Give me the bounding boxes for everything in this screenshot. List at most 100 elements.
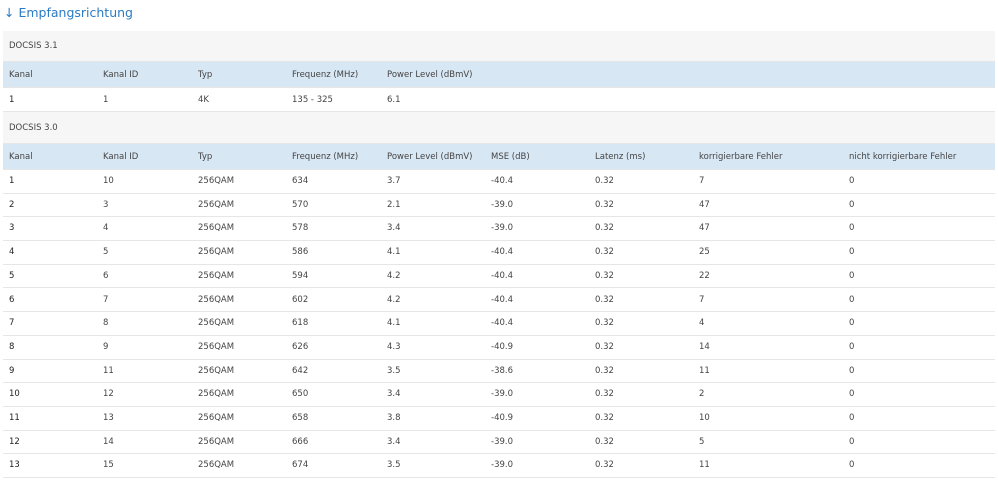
section-header: DOCSIS 3.0 bbox=[3, 112, 995, 144]
table-cell: 47 bbox=[699, 199, 710, 210]
table-row: 3 4 256QAM 578 3.4 -39.0 0.32 47 0 bbox=[3, 217, 995, 242]
table-row: 11 13 256QAM 658 3.8 -40.9 0.32 10 0 bbox=[3, 407, 995, 431]
table-cell: 256QAM bbox=[198, 436, 235, 447]
table-cell: 0 bbox=[849, 270, 855, 281]
table-cell: 0 bbox=[849, 318, 855, 329]
table-cell: 3.7 bbox=[387, 176, 401, 186]
table-row: 2 3 256QAM 570 2.1 -39.0 0.32 47 0 bbox=[3, 194, 995, 218]
table-cell: 256QAM bbox=[198, 247, 235, 258]
table-cell: 578 bbox=[292, 223, 309, 234]
table-cell: 3.5 bbox=[387, 365, 401, 376]
table-cell: 13 bbox=[103, 413, 114, 423]
table-cell: 3.4 bbox=[387, 389, 401, 400]
table-row: 12 14 256QAM 666 3.4 -39.0 0.32 5 0 bbox=[3, 431, 995, 455]
table-cell: 6 bbox=[103, 270, 109, 281]
table-cell: -39.0 bbox=[491, 223, 513, 234]
table-cell: 10 bbox=[699, 413, 710, 423]
section-toggle[interactable]: ↓ Empfangsrichtung bbox=[4, 5, 133, 20]
table-row: 6 7 256QAM 602 4.2 -40.4 0.32 7 0 bbox=[3, 289, 995, 313]
table-cell: -40.9 bbox=[491, 341, 513, 352]
table-cell: 0.32 bbox=[595, 341, 614, 352]
table-row: 5 6 256QAM 594 4.2 -40.4 0.32 22 0 bbox=[3, 265, 995, 289]
table-cell: 666 bbox=[292, 436, 309, 447]
table-cell: 25 bbox=[699, 247, 710, 258]
table-cell: 2 bbox=[9, 199, 15, 210]
table-cell: 0.32 bbox=[595, 413, 614, 423]
table-cell: 0.32 bbox=[595, 176, 614, 186]
table-cell: 256QAM bbox=[198, 341, 235, 352]
table-cell: 3.4 bbox=[387, 436, 401, 447]
table-cell: 14 bbox=[699, 341, 710, 352]
table-cell: 0 bbox=[849, 460, 855, 471]
table-cell: 4.3 bbox=[387, 341, 401, 352]
table-cell: Kanal bbox=[9, 152, 33, 162]
table-cell: 11 bbox=[699, 460, 710, 471]
table-cell: 11 bbox=[103, 365, 114, 376]
table-cell: 7 bbox=[103, 294, 109, 305]
table-cell: 8 bbox=[103, 318, 109, 329]
table-cell: 4 bbox=[103, 223, 109, 234]
table-cell: 0 bbox=[849, 199, 855, 210]
table-cell: 256QAM bbox=[198, 270, 235, 281]
table-cell: 3 bbox=[9, 223, 15, 234]
table-cell: 9 bbox=[9, 365, 15, 376]
table-cell: MSE (dB) bbox=[491, 152, 530, 162]
table-row: 4 5 256QAM 586 4.1 -40.4 0.32 25 0 bbox=[3, 241, 995, 265]
table-cell: Power Level (dBmV) bbox=[387, 70, 473, 80]
table-cell: 0.32 bbox=[595, 223, 614, 234]
table-row: 10 12 256QAM 650 3.4 -39.0 0.32 2 0 bbox=[3, 383, 995, 407]
table-cell: 4.2 bbox=[387, 270, 401, 281]
table-cell: 12 bbox=[103, 389, 114, 400]
table-cell: 0 bbox=[849, 389, 855, 400]
table-cell: -39.0 bbox=[491, 389, 513, 400]
table-cell: 0.32 bbox=[595, 199, 614, 210]
table-cell: 7 bbox=[699, 176, 705, 186]
table-cell: 10 bbox=[9, 389, 20, 400]
table-cell: 3.8 bbox=[387, 413, 401, 423]
table-row: 8 9 256QAM 626 4.3 -40.9 0.32 14 0 bbox=[3, 336, 995, 360]
table-cell: 3 bbox=[103, 199, 109, 210]
table-cell: 0.32 bbox=[595, 318, 614, 329]
table-cell: -40.9 bbox=[491, 413, 513, 423]
table-cell: DOCSIS 3.1 bbox=[9, 41, 58, 51]
table-cell: 0 bbox=[849, 365, 855, 376]
table-cell: 47 bbox=[699, 223, 710, 234]
table-cell: 5 bbox=[9, 270, 15, 281]
table-cell: 256QAM bbox=[198, 318, 235, 329]
table-cell: 256QAM bbox=[198, 460, 235, 471]
table-cell: 3.4 bbox=[387, 223, 401, 234]
table-row: 1 10 256QAM 634 3.7 -40.4 0.32 7 0 bbox=[3, 170, 995, 194]
table-cell: 0.32 bbox=[595, 294, 614, 305]
table-cell: 4.1 bbox=[387, 247, 401, 258]
table-cell: 594 bbox=[292, 270, 309, 281]
table-cell: 3.5 bbox=[387, 460, 401, 471]
table-cell: 5 bbox=[699, 436, 705, 447]
table-cell: DOCSIS 3.0 bbox=[9, 123, 58, 133]
table-cell: 6 bbox=[9, 294, 15, 305]
table-cell: 4 bbox=[699, 318, 705, 329]
table-cell: 9 bbox=[103, 341, 109, 352]
table-cell: 13 bbox=[9, 460, 20, 471]
table-cell: 7 bbox=[9, 318, 15, 329]
table-cell: -40.4 bbox=[491, 176, 513, 186]
table-row: 13 15 256QAM 674 3.5 -39.0 0.32 11 0 bbox=[3, 454, 995, 479]
column-header-row: Kanal Kanal ID Typ Frequenz (MHz) Power Leve… bbox=[3, 144, 995, 170]
table-cell: 0.32 bbox=[595, 270, 614, 281]
table-cell: 0 bbox=[849, 294, 855, 305]
table-cell: 10 bbox=[103, 176, 114, 186]
table-cell: 15 bbox=[103, 460, 114, 471]
table-cell: 674 bbox=[292, 460, 309, 471]
table-cell: 256QAM bbox=[198, 223, 235, 234]
table-cell: 0.32 bbox=[595, 436, 614, 447]
table-cell: 0.32 bbox=[595, 389, 614, 400]
table-cell: korrigierbare Fehler bbox=[699, 152, 783, 162]
table-cell: 256QAM bbox=[198, 294, 235, 305]
table-cell: -38.6 bbox=[491, 365, 513, 376]
table-cell: Kanal bbox=[9, 70, 33, 80]
table-cell: 2.1 bbox=[387, 199, 401, 210]
table-cell: 0.32 bbox=[595, 365, 614, 376]
table-cell: -40.4 bbox=[491, 318, 513, 329]
table-cell: 5 bbox=[103, 247, 109, 258]
table-cell: 11 bbox=[699, 365, 710, 376]
